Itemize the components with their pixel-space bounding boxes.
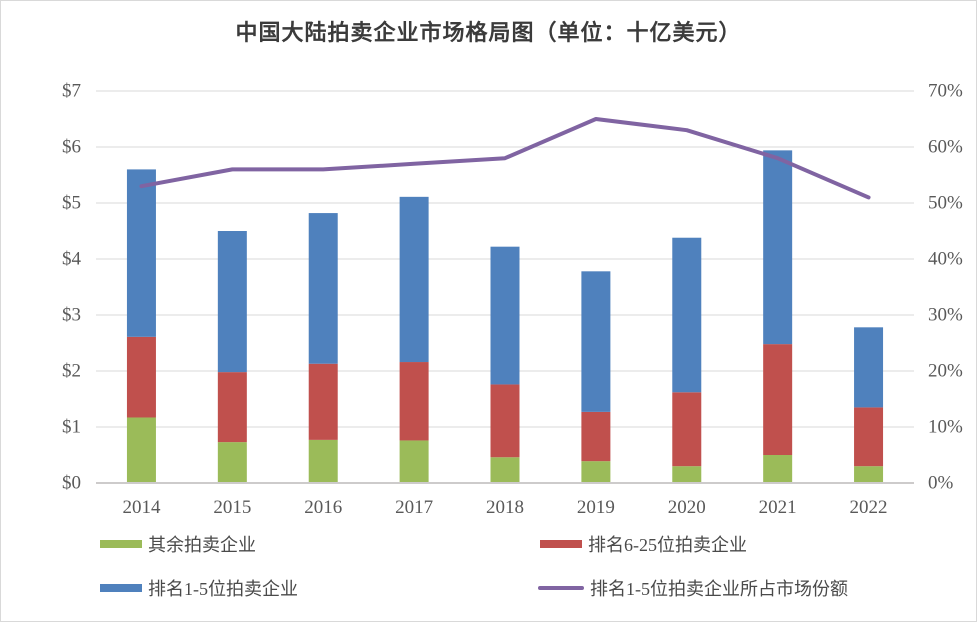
legend-label-rank1-5: 排名1-5位拍卖企业 (148, 579, 298, 599)
legend-label-others: 其余拍卖企业 (148, 535, 256, 555)
y-axis-label-left: $7 (62, 81, 81, 102)
bar-segment-2015 (217, 231, 247, 373)
bar-segment-2022 (854, 407, 884, 467)
bar-segment-2017 (399, 362, 429, 441)
bar-segment-2014 (126, 336, 156, 418)
y-axis-label-right: 40% (928, 249, 963, 270)
bar-segment-2015 (217, 442, 247, 483)
y-axis-label-right: 10% (928, 417, 963, 438)
legend-label-market-share: 排名1-5位拍卖企业所占市场份额 (590, 579, 848, 599)
bar-segment-2018 (490, 457, 520, 483)
bar-segment-2016 (308, 363, 338, 440)
x-axis-label: 2021 (759, 497, 797, 518)
bar-segment-2017 (399, 196, 429, 363)
bar-segment-2020 (672, 466, 702, 483)
legend-swatch-others-icon (100, 540, 142, 548)
x-axis-label: 2017 (395, 497, 433, 518)
legend-label-rank6-25: 排名6-25位拍卖企业 (588, 535, 747, 555)
y-axis-label-right: 30% (928, 305, 963, 326)
x-axis-label: 2016 (304, 497, 342, 518)
x-axis-label: 2018 (486, 497, 524, 518)
market-share-line (139, 117, 871, 200)
bar-segment-2015 (217, 372, 247, 443)
legend-item-market-share: 排名1-5位拍卖企业所占市场份额 (538, 577, 848, 599)
bar-segment-2014 (126, 169, 156, 337)
bar-segment-2016 (308, 439, 338, 483)
legend-item-rank6-25: 排名6-25位拍卖企业 (540, 533, 747, 555)
legend-swatch-rank1-5-icon (100, 584, 142, 592)
legend-swatch-rank6-25-icon (540, 540, 582, 548)
bar-segment-2021 (763, 344, 793, 455)
x-axis-label: 2019 (577, 497, 615, 518)
y-axis-label-left: $1 (62, 417, 81, 438)
y-axis-label-left: $6 (62, 137, 81, 158)
y-axis-label-right: 0% (928, 473, 954, 494)
bar-segment-2019 (581, 461, 611, 483)
x-axis-label: 2014 (122, 497, 161, 518)
bar-segment-2014 (126, 417, 156, 483)
x-axis-label: 2020 (668, 497, 706, 518)
bar-segment-2016 (308, 213, 338, 364)
bar-segment-2021 (763, 455, 793, 483)
bar-segment-2021 (763, 150, 793, 345)
y-axis-label-right: 70% (928, 81, 963, 102)
bar-segment-2022 (854, 327, 884, 408)
y-axis-label-left: $3 (62, 305, 81, 326)
chart-title: 中国大陆拍卖企业市场格局图（单位：十亿美元） (235, 20, 742, 45)
y-axis-label-right: 50% (928, 193, 963, 214)
bar-segment-2018 (490, 246, 520, 385)
bar-segment-2018 (490, 384, 520, 458)
y-axis-label-left: $0 (62, 473, 81, 494)
bar-segment-2019 (581, 271, 611, 412)
y-axis-label-right: 60% (928, 137, 963, 158)
legend-item-rank1-5: 排名1-5位拍卖企业 (100, 577, 298, 599)
bar-segment-2019 (581, 411, 611, 462)
y-axis-label-left: $2 (62, 361, 81, 382)
y-axis-label-left: $4 (62, 249, 82, 270)
legend-swatch-market-share-line-icon (538, 586, 584, 590)
x-axis-label: 2022 (850, 497, 888, 518)
y-axis-label-left: $5 (62, 193, 81, 214)
bar-segment-2017 (399, 440, 429, 483)
y-axis-label-right: 20% (928, 361, 963, 382)
x-axis-label: 2015 (213, 497, 251, 518)
bar-segment-2020 (672, 392, 702, 467)
bar-segment-2020 (672, 237, 702, 393)
legend-item-others: 其余拍卖企业 (100, 533, 256, 555)
bar-segment-2022 (854, 466, 884, 483)
